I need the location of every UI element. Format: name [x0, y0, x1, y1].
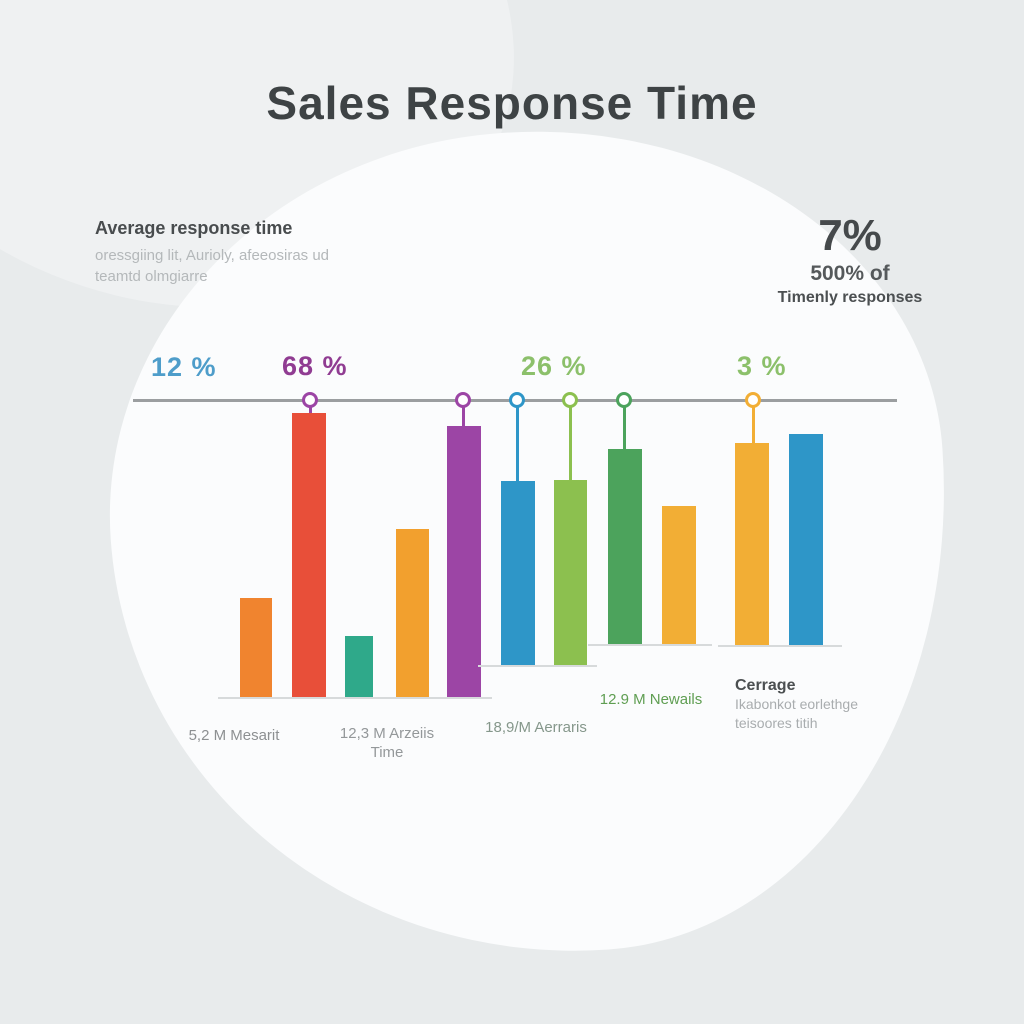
bar-green	[608, 449, 642, 644]
bar-orange-2	[396, 529, 429, 697]
percent-label: 68 %	[282, 351, 348, 381]
bar-blue-2	[789, 434, 823, 645]
stat-value: 7%	[818, 211, 882, 260]
group-label-line: teisoores titih	[735, 715, 818, 731]
timeline-marker	[455, 392, 471, 408]
stat-line2: Timenly responses	[777, 289, 923, 306]
group-label: 18,9/M Aerraris	[485, 718, 587, 737]
stat-line1: 500% of	[810, 262, 890, 285]
marker-stem	[462, 407, 465, 426]
bar-purple	[447, 426, 481, 697]
left-note-line1: oressgiing lit, Aurioly, afeeosiras ud	[95, 247, 330, 264]
timeline-marker	[745, 392, 761, 408]
marker-stem	[309, 407, 312, 413]
left-note-block: Average response time oressgiing lit, Au…	[95, 218, 395, 287]
bar-orange-1	[240, 598, 272, 697]
group-label: Cerrage Ikabonkot eorlethge teisoores titi…	[735, 676, 858, 733]
bar-yellow-1	[662, 506, 696, 644]
baseline	[478, 665, 597, 667]
left-note-line2: teamtd olmgiarre	[95, 268, 208, 285]
group-label: 5,2 M Mesarit	[189, 726, 280, 745]
bar-yellow-2	[735, 443, 769, 645]
marker-stem	[623, 407, 626, 449]
bar-light-green	[554, 480, 587, 665]
group-label-line: Cerrage	[735, 677, 796, 694]
group-label-line: Time	[370, 744, 404, 761]
marker-stem	[752, 407, 755, 443]
percent-label: 12 %	[151, 352, 217, 382]
group-label: 12.9 M Newails	[600, 690, 703, 709]
percent-label: 26 %	[521, 351, 587, 381]
timeline-marker	[302, 392, 318, 408]
timeline-marker	[562, 392, 578, 408]
baseline	[218, 697, 492, 699]
percent-label: 3 %	[737, 351, 787, 381]
right-stat-block: 7% 500% of Timenly responses	[740, 212, 960, 307]
marker-stem	[516, 407, 519, 481]
timeline-marker	[509, 392, 525, 408]
baseline	[588, 644, 712, 646]
baseline	[718, 645, 842, 647]
bar-red	[292, 413, 326, 697]
bar-blue-1	[501, 481, 535, 665]
group-label-line: Ikabonkot eorlethge	[735, 696, 858, 712]
marker-stem	[569, 407, 572, 480]
group-label: 12,3 M Arzeiis Time	[340, 724, 434, 762]
group-label-line: 12.9 M Newails	[599, 691, 703, 708]
group-label-line: 5,2 M Mesarit	[188, 727, 280, 744]
page-title: Sales Response Time	[266, 77, 758, 129]
group-label-line: 12,3 M Arzeiis	[339, 725, 435, 742]
group-label-line: 18,9/M Aerraris	[485, 719, 587, 736]
left-note-heading: Average response time	[95, 218, 293, 238]
timeline-marker	[616, 392, 632, 408]
bar-teal	[345, 636, 373, 697]
